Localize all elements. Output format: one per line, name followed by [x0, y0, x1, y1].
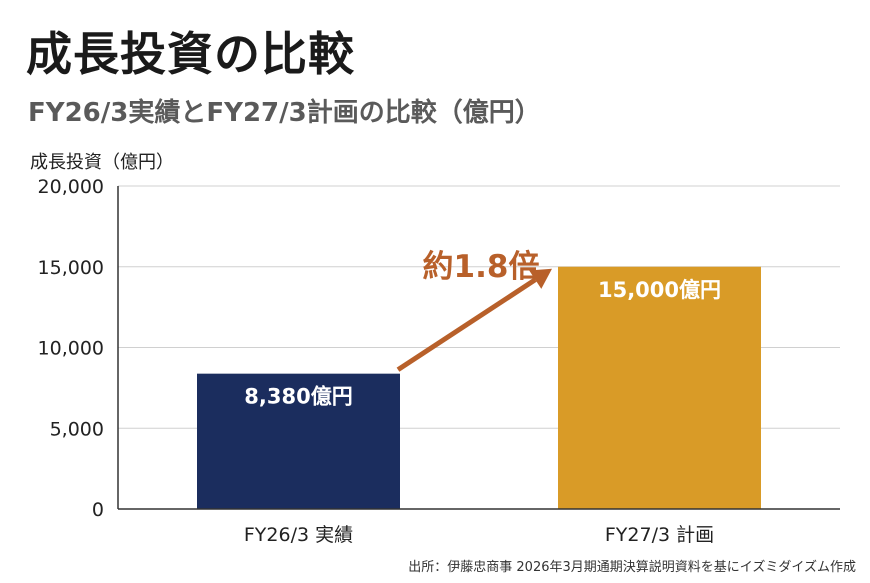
- annotation: 約1.8倍: [396, 249, 552, 372]
- bars: 8,380億円 15,000億円: [197, 266, 761, 509]
- source-note: 出所：伊藤忠商事 2026年3月期通期決算説明資料を基にイズミダイズム作成: [408, 560, 856, 575]
- x-axis-ticks: FY26/3 実績 FY27/3 計画: [244, 524, 714, 546]
- bar-data-label: 8,380億円: [244, 385, 352, 409]
- y-tick-label: 10,000: [38, 338, 104, 360]
- x-tick-label: FY27/3 計画: [605, 524, 714, 546]
- y-axis-label: 成長投資（億円）: [30, 152, 174, 173]
- bar-data-label: 15,000億円: [598, 278, 721, 302]
- bar-1: [197, 373, 400, 509]
- x-tick-label: FY26/3 実績: [244, 524, 353, 546]
- y-tick-label: 5,000: [50, 418, 104, 440]
- bar-2: [558, 266, 761, 509]
- growth-annotation-label: 約1.8倍: [423, 249, 540, 285]
- growth-arrow-head: [529, 268, 552, 289]
- y-tick-label: 0: [92, 499, 104, 521]
- page-title: 成長投資の比較: [26, 27, 355, 81]
- growth-arrow-line: [396, 277, 537, 372]
- y-tick-label: 20,000: [38, 176, 104, 198]
- y-axis-ticks: 0 5,000 10,000 15,000 20,000: [38, 176, 104, 521]
- page-subtitle: FY26/3実績とFY27/3計画の比較（億円）: [28, 98, 541, 128]
- y-tick-label: 15,000: [38, 257, 104, 279]
